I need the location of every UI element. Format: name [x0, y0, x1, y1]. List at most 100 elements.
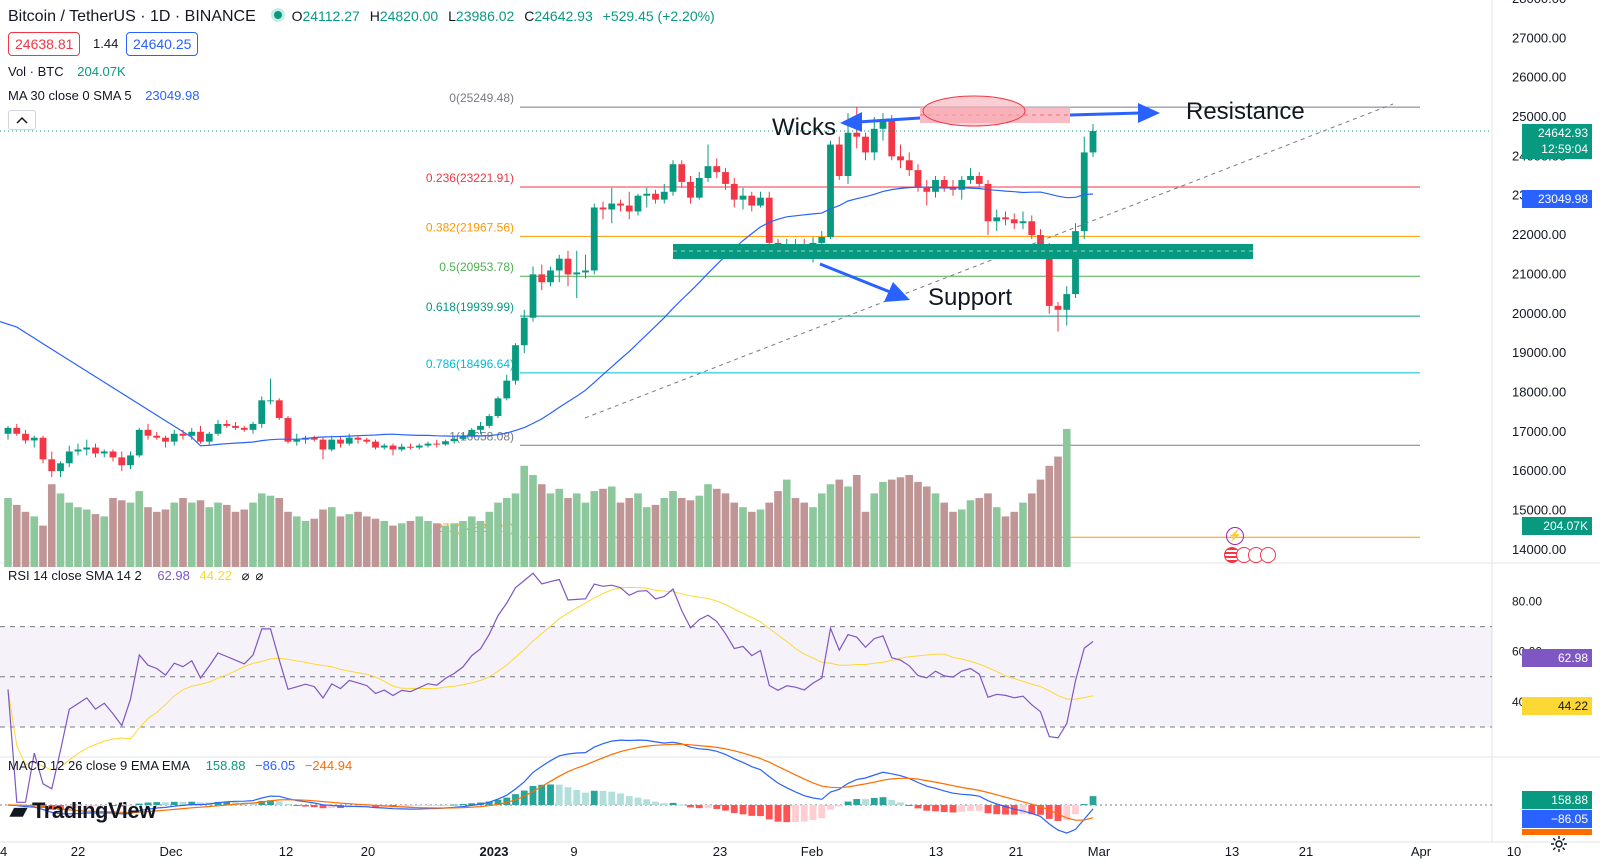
volume-label: Vol · BTC	[8, 64, 64, 79]
last-price-tag[interactable]: 24642.93 12:59:04	[1522, 124, 1592, 159]
time-axis-tick: 22	[71, 844, 85, 859]
support-annotation[interactable]: Support	[928, 284, 1013, 311]
candle-body	[494, 398, 502, 417]
candle-body	[407, 446, 414, 448]
rsi-pane[interactable]	[0, 572, 1492, 803]
candle	[634, 193, 642, 216]
event-flash-icon[interactable]: ⚡	[1226, 527, 1244, 545]
bid-price-box[interactable]: 24638.81	[8, 32, 81, 56]
candle	[590, 203, 598, 275]
volume-bar	[896, 477, 905, 567]
close-label: C	[524, 8, 535, 24]
candle	[319, 437, 327, 460]
wicks-annotation[interactable]: Wicks	[772, 114, 836, 141]
chart-settings-button[interactable]	[1550, 835, 1570, 855]
macd-histogram-bar	[1037, 805, 1044, 815]
macd-histogram-bar	[660, 803, 668, 805]
candle-body	[1010, 219, 1018, 224]
macd-signal-tag[interactable]	[1522, 829, 1592, 835]
moving-average-line[interactable]	[0, 130, 1492, 447]
rsi-label: RSI 14 close SMA 14 2	[8, 568, 142, 583]
macd-histogram-bar	[765, 805, 773, 820]
macd-histogram-bar	[74, 805, 82, 808]
fib-level-label: 0.382(21967.56)	[426, 220, 514, 234]
volume-bar	[572, 493, 581, 567]
candle-body	[389, 445, 397, 450]
volume-bar	[362, 516, 371, 567]
macd-line-tag[interactable]: −86.05	[1522, 810, 1592, 828]
macd-hist-tag[interactable]: 158.88	[1522, 791, 1592, 809]
volume-bar	[800, 502, 809, 567]
macd-histogram-bar	[643, 799, 651, 805]
candle	[380, 443, 388, 450]
candle-body	[4, 427, 12, 434]
volume-bar	[249, 502, 257, 567]
volume-bar	[914, 481, 922, 567]
candle-body	[485, 416, 493, 426]
macd-histogram-bar	[914, 805, 922, 809]
candle-body	[862, 136, 869, 153]
volume-tag[interactable]: 204.07K	[1522, 517, 1592, 535]
volume-bar	[196, 500, 205, 567]
candle-body	[687, 181, 694, 198]
candle	[520, 309, 528, 354]
macd-histogram-bar	[468, 803, 476, 805]
candle	[1063, 286, 1071, 326]
candle	[197, 425, 204, 444]
arrow-to-resistance[interactable]	[1069, 103, 1160, 123]
candle	[599, 201, 607, 220]
arrow-to-wicks[interactable]	[840, 112, 921, 132]
rsi-sma-tag[interactable]: 44.22	[1522, 697, 1592, 715]
volume-bar	[240, 509, 249, 567]
volume-bar	[12, 504, 21, 567]
candle-body	[1080, 152, 1088, 232]
brand-name: TradingView	[32, 798, 156, 823]
candle-body	[1054, 305, 1062, 310]
candle	[932, 176, 939, 198]
rsi-tag[interactable]: 62.98	[1522, 649, 1592, 667]
volume-bar	[406, 521, 415, 567]
resistance-annotation[interactable]: Resistance	[1186, 98, 1305, 125]
macd-histogram-bar	[897, 802, 904, 805]
candle-body	[818, 237, 826, 243]
candle	[888, 115, 896, 161]
candle-body	[249, 423, 257, 430]
volume-legend[interactable]: Vol · BTC 204.07K	[8, 64, 132, 79]
collapse-legend-button[interactable]	[8, 110, 36, 130]
volume-bar	[581, 502, 590, 567]
candle-body	[914, 170, 922, 188]
candle	[739, 187, 747, 210]
candle-body	[923, 187, 931, 192]
volume-bar	[126, 502, 135, 567]
trendline[interactable]	[584, 103, 1394, 419]
macd-histogram-bar	[284, 804, 292, 806]
rsi-legend[interactable]: RSI 14 close SMA 14 2 62.98 44.22 ⌀ ⌀	[8, 568, 269, 584]
symbol-legend[interactable]: Bitcoin / TetherUS · 1D · BINANCE O24112…	[8, 8, 721, 26]
symbol-title[interactable]: Bitcoin / TetherUS · 1D · BINANCE	[8, 8, 256, 25]
change-value: +529.45 (+2.20%)	[602, 8, 715, 24]
candle	[512, 343, 519, 385]
volume-value: 204.07K	[77, 64, 126, 79]
ma-price-tag[interactable]: 23049.98	[1522, 190, 1592, 208]
candle	[144, 423, 152, 440]
candle-body	[538, 274, 546, 283]
candle-body	[722, 172, 729, 184]
candle	[713, 158, 721, 178]
macd-pane[interactable]	[0, 739, 1492, 834]
wicks-highlight-ellipse[interactable]	[922, 95, 1026, 127]
candle-body	[905, 160, 913, 171]
high-label: H	[369, 8, 380, 24]
macd-legend[interactable]: MACD 12 26 close 9 EMA EMA 158.88 −86.05…	[8, 758, 358, 773]
economic-events-icons[interactable]	[1224, 547, 1276, 563]
bar-countdown: 12:59:04	[1541, 142, 1588, 156]
volume-bar	[1045, 465, 1054, 567]
fibonacci-retracement[interactable]: 0(25249.48) 0.236(23221.91) 0.382(21967.56…	[426, 91, 1420, 538]
arrow-to-support[interactable]	[819, 262, 910, 302]
candle	[993, 209, 1001, 232]
ask-price-box[interactable]: 24640.25	[126, 32, 199, 56]
drawings[interactable]	[584, 95, 1394, 419]
ma-legend[interactable]: MA 30 close 0 SMA 5 23049.98	[8, 88, 205, 103]
tradingview-logo[interactable]: ▰ TradingView	[10, 798, 156, 824]
macd-histogram-bar	[127, 805, 134, 806]
